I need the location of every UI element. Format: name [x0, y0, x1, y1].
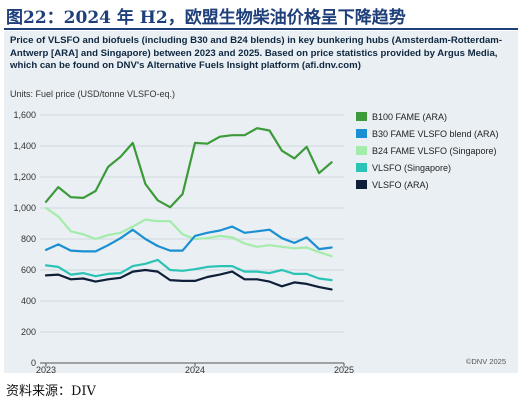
x-tick-label: 2023	[36, 365, 56, 373]
units-label: Units: Fuel price (USD/tonne VLSFO-eq.)	[10, 89, 176, 99]
legend-swatch	[356, 112, 367, 121]
chart-subtitle: Price of VLSFO and biofuels (including B…	[10, 35, 503, 72]
source-note: 资料来源：DIV	[6, 384, 96, 399]
y-tick-label: 800	[21, 234, 36, 244]
series-line-vlsfo-ara	[44, 268, 333, 291]
legend-swatch	[356, 146, 367, 155]
legend-label: VLSFO (ARA)	[372, 180, 429, 190]
legend-swatch	[356, 180, 367, 189]
legend-label: B100 FAME (ARA)	[372, 112, 447, 122]
legend-label: B30 FAME VLSFO blend (ARA)	[372, 129, 499, 139]
figure-title: 图22：2024 年 H2，欧盟生物柴油价格呈下降趋势	[6, 8, 406, 28]
y-tick-label: 1,600	[13, 110, 36, 120]
legend-label: VLSFO (Singapore)	[372, 163, 451, 173]
chart-panel: Price of VLSFO and biofuels (including B…	[4, 31, 518, 373]
x-tick-label: 2024	[185, 365, 205, 373]
y-tick-label: 0	[31, 358, 36, 368]
series-line-b30-fame-vlsfo-blend-ara	[44, 225, 333, 253]
y-tick-label: 400	[21, 296, 36, 306]
legend-label: B24 FAME VLSFO (Singapore)	[372, 146, 497, 156]
legend-swatch	[356, 129, 367, 138]
y-tick-label: 200	[21, 327, 36, 337]
y-tick-label: 1,400	[13, 141, 36, 151]
y-tick-label: 1,000	[13, 203, 36, 213]
title-rule	[4, 28, 518, 30]
legend-swatch	[356, 163, 367, 172]
series-line-b100-fame-ara	[44, 127, 333, 209]
copyright-text: ©DNV 2025	[465, 357, 506, 366]
y-tick-label: 1,200	[13, 172, 36, 182]
line-chart: 0 200 400 600 800 1,000 1,200 1,400 1,600 2023 202…	[13, 110, 499, 373]
x-tick-label: 2025	[334, 365, 354, 373]
series-line-vlsfo-singapore	[44, 258, 333, 282]
y-tick-label: 600	[21, 265, 36, 275]
series-line-b24-fame-vlsfo-singapore	[44, 206, 333, 258]
